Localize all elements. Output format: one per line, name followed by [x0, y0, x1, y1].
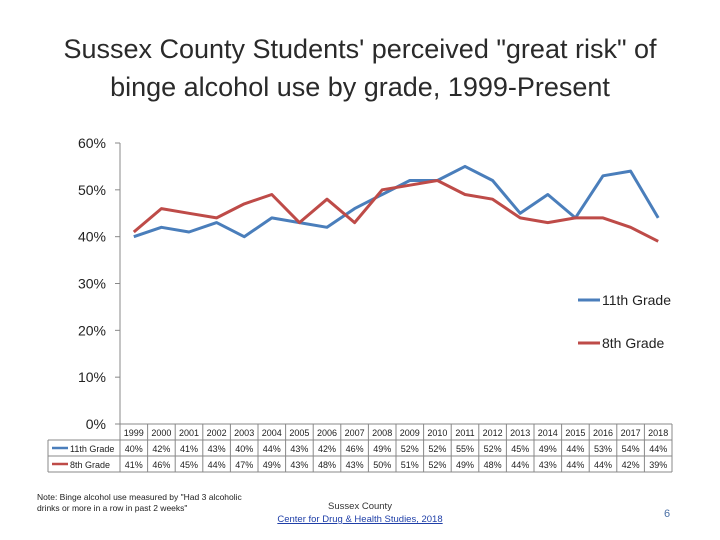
- x-tick-label: 2012: [483, 428, 503, 438]
- data-label: 44%: [649, 444, 667, 454]
- data-label: 49%: [456, 460, 474, 470]
- data-label: 39%: [649, 460, 667, 470]
- data-label: 44%: [263, 444, 281, 454]
- y-tick-label: 50%: [78, 182, 106, 198]
- x-tick-label: 2016: [593, 428, 613, 438]
- x-tick-label: 2014: [538, 428, 558, 438]
- data-label: 47%: [235, 460, 253, 470]
- x-tick-label: 2011: [455, 428, 474, 438]
- table-row-label: 8th Grade: [70, 460, 110, 470]
- data-label: 46%: [346, 444, 364, 454]
- series-line: [132, 179, 659, 243]
- x-tick-label: 2002: [207, 428, 227, 438]
- legend: 11th Grade 8th Grade: [578, 292, 671, 351]
- data-label: 41%: [180, 444, 198, 454]
- x-tick-label: 2013: [510, 428, 530, 438]
- x-tick-label: 2005: [289, 428, 309, 438]
- data-label: 44%: [511, 460, 529, 470]
- data-label: 42%: [318, 444, 336, 454]
- x-tick-label: 2006: [317, 428, 337, 438]
- footer-org: Sussex County: [328, 501, 392, 512]
- legend-label: 11th Grade: [602, 292, 671, 308]
- y-axis: 0% 10% 20% 30% 40% 50% 60%: [78, 135, 121, 432]
- y-tick-label: 0%: [86, 416, 106, 432]
- x-tick-label: 2010: [427, 428, 447, 438]
- data-label: 44%: [208, 460, 226, 470]
- x-tick-label: 2008: [372, 428, 392, 438]
- x-tick-label: 2000: [151, 428, 171, 438]
- data-label: 49%: [539, 444, 557, 454]
- y-tick-label: 10%: [78, 369, 106, 385]
- chart-title: Sussex County Students' perceived "great…: [20, 30, 700, 106]
- data-label: 55%: [456, 444, 474, 454]
- data-label: 49%: [373, 444, 391, 454]
- data-table: 1999 2000 2001 2002 2003 2004 2005 2006 2007 2008…: [47, 423, 673, 473]
- data-label: 43%: [346, 460, 364, 470]
- data-label: 45%: [180, 460, 198, 470]
- data-label: 43%: [208, 444, 226, 454]
- footnote: Note: Binge alcohol use measured by "Had…: [37, 492, 242, 513]
- x-tick-label: 2017: [621, 428, 641, 438]
- data-label: 44%: [566, 460, 584, 470]
- data-label: 50%: [373, 460, 391, 470]
- data-label: 42%: [622, 460, 640, 470]
- x-tick-label: 2007: [345, 428, 365, 438]
- legend-label: 8th Grade: [602, 335, 664, 351]
- x-tick-label: 2018: [648, 428, 668, 438]
- data-label: 46%: [152, 460, 170, 470]
- data-label: 48%: [318, 460, 336, 470]
- data-label: 44%: [594, 460, 612, 470]
- line-chart: 0% 10% 20% 30% 40% 50% 60% 11th Grade 8th Grade…: [47, 135, 673, 473]
- data-label: 52%: [484, 444, 502, 454]
- data-label: 40%: [125, 444, 143, 454]
- series-lines: [132, 164, 660, 243]
- y-tick-label: 30%: [78, 276, 106, 292]
- page-number: 6: [664, 508, 671, 520]
- data-label: 43%: [290, 444, 308, 454]
- data-label: 42%: [152, 444, 170, 454]
- data-label: 52%: [401, 444, 419, 454]
- data-label: 48%: [484, 460, 502, 470]
- x-tick-label: 2004: [262, 428, 282, 438]
- data-label: 43%: [539, 460, 557, 470]
- footer-source: Sussex County Center for Drug & Health S…: [255, 500, 465, 526]
- y-tick-label: 40%: [78, 229, 106, 245]
- x-tick-label: 2003: [234, 428, 254, 438]
- data-label: 49%: [263, 460, 281, 470]
- data-label: 52%: [428, 460, 446, 470]
- x-tick-label: 2001: [179, 428, 199, 438]
- data-label: 53%: [594, 444, 612, 454]
- footer-link[interactable]: Center for Drug & Health Studies, 2018: [277, 514, 443, 525]
- y-tick-label: 60%: [78, 135, 106, 151]
- series-line: [133, 164, 660, 239]
- data-label: 45%: [511, 444, 529, 454]
- x-tick-label: 2015: [565, 428, 585, 438]
- table-row-label: 11th Grade: [70, 444, 114, 454]
- data-label: 54%: [622, 444, 640, 454]
- y-tick-label: 20%: [78, 322, 106, 338]
- data-label: 40%: [235, 444, 253, 454]
- data-label: 52%: [428, 444, 446, 454]
- x-tick-label: 1999: [124, 428, 144, 438]
- title-line-2: binge alcohol use by grade, 1999-Present: [110, 72, 610, 102]
- data-label: 41%: [125, 460, 143, 470]
- title-line-1: Sussex County Students' perceived "great…: [63, 34, 657, 64]
- data-label: 43%: [290, 460, 308, 470]
- x-tick-label: 2009: [400, 428, 420, 438]
- data-label: 51%: [401, 460, 419, 470]
- data-label: 44%: [566, 444, 584, 454]
